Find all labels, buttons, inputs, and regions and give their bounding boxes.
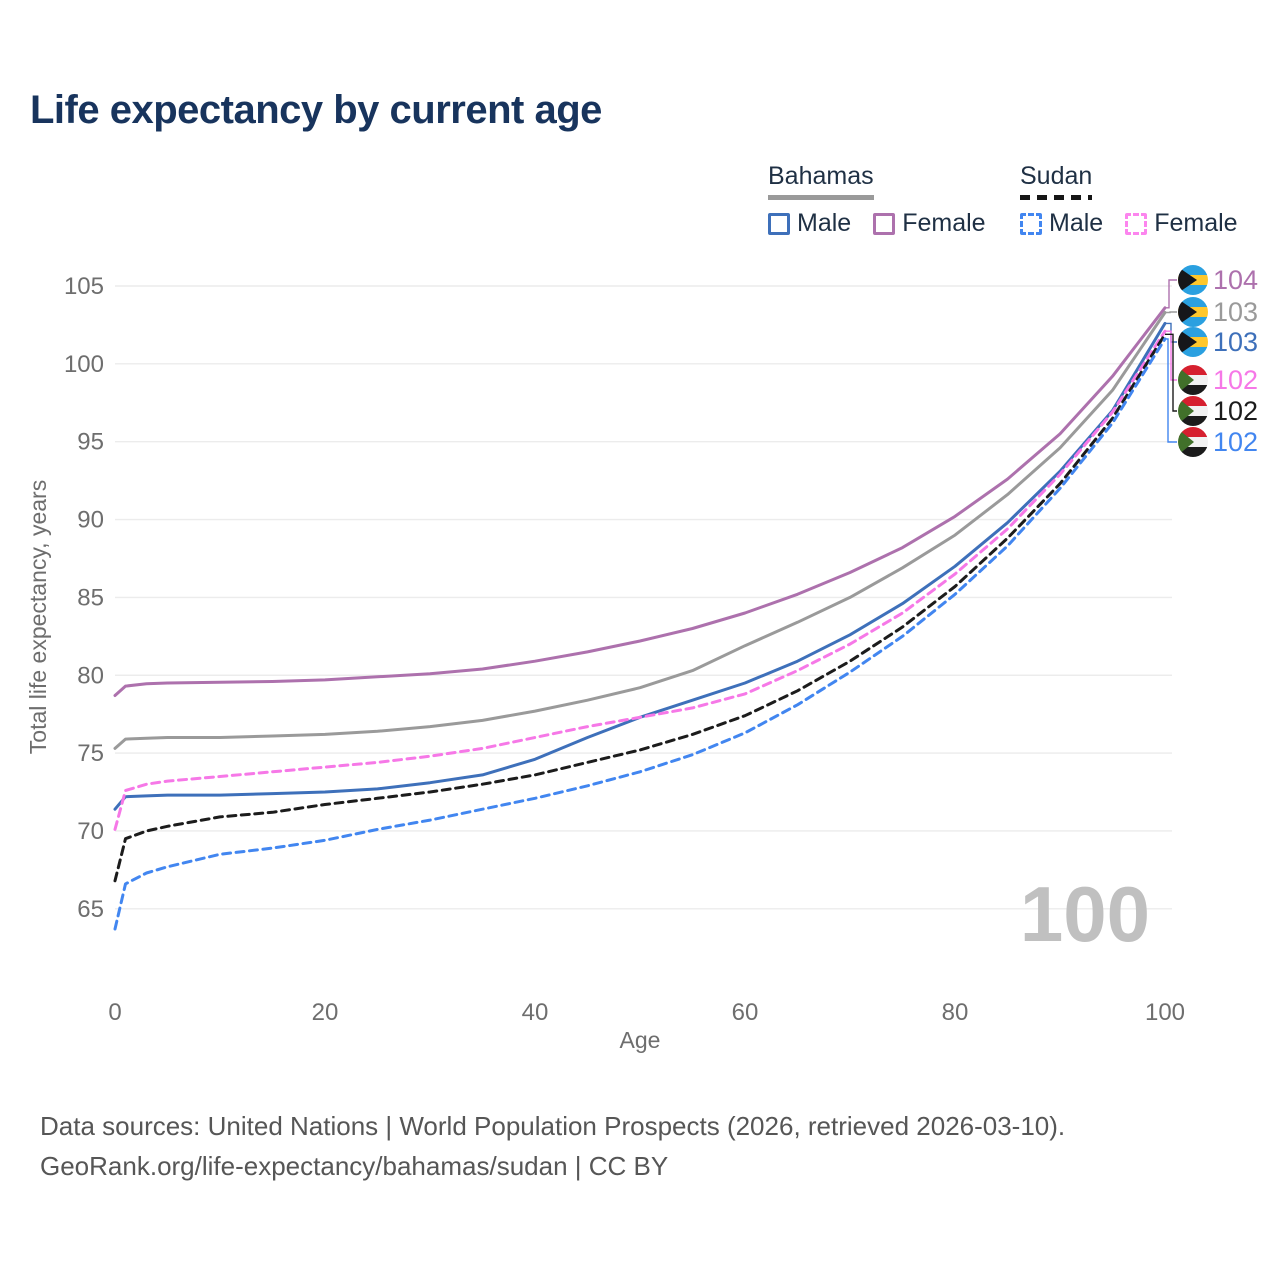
leader-line bbox=[1165, 333, 1177, 412]
leader-line bbox=[1165, 311, 1177, 314]
footer: Data sources: United Nations | World Pop… bbox=[40, 1106, 1065, 1186]
end-label-bahamas-female: 104 bbox=[1165, 265, 1258, 309]
y-tick-label-70: 70 bbox=[77, 818, 104, 845]
legend-group-sudan: Sudan Male Female bbox=[1020, 162, 1238, 238]
legend-item-bahamas-female[interactable]: Female bbox=[873, 209, 986, 238]
y-tick-label-85: 85 bbox=[77, 584, 104, 611]
x-axis-title: Age bbox=[620, 1027, 661, 1053]
legend-swatch-icon bbox=[768, 212, 790, 235]
leader-line bbox=[1165, 338, 1177, 443]
x-tick-label-60: 60 bbox=[732, 999, 759, 1026]
bahamas-flag-icon bbox=[1178, 265, 1208, 295]
legend-group-title: Sudan bbox=[1020, 162, 1093, 190]
x-tick-label-80: 80 bbox=[942, 999, 969, 1026]
legend-group-bahamas: Bahamas Male Female bbox=[768, 162, 986, 238]
legend-group-header: Sudan bbox=[1020, 162, 1093, 200]
y-tick-label-75: 75 bbox=[77, 740, 104, 767]
footer-attribution: GeoRank.org/life-expectancy/bahamas/suda… bbox=[40, 1151, 669, 1181]
end-label-value: 104 bbox=[1213, 265, 1258, 295]
y-tick-label-105: 105 bbox=[64, 273, 104, 300]
sudan-flag-icon bbox=[1178, 365, 1208, 395]
legend-group-title: Bahamas bbox=[768, 162, 874, 190]
y-tick-label-95: 95 bbox=[77, 429, 104, 456]
series-line-sudan-both-sexes[interactable] bbox=[113, 332, 1167, 883]
legend-item-sudan-female[interactable]: Female bbox=[1125, 209, 1238, 238]
sudan-flag-icon bbox=[1178, 427, 1208, 457]
legend-item-label: Male bbox=[797, 209, 852, 237]
series-line-sudan-female[interactable] bbox=[113, 329, 1167, 831]
end-label-value: 102 bbox=[1213, 365, 1258, 395]
watermark-100: 100 bbox=[1020, 870, 1150, 958]
x-axis-ticks: 0 20 40 60 80 100 bbox=[108, 999, 1185, 1026]
end-label-value: 102 bbox=[1213, 396, 1258, 426]
end-label-sudan-male: 102 bbox=[1165, 338, 1258, 457]
y-tick-label-80: 80 bbox=[77, 662, 104, 689]
series-line-bahamas-male[interactable] bbox=[113, 321, 1167, 811]
series-lines bbox=[113, 306, 1167, 931]
end-label-value: 103 bbox=[1213, 297, 1258, 327]
line-chart-canvas: 65 70 75 80 85 90 95 100 105 100 0 20 40 60 80 100 Ag… bbox=[25, 265, 1258, 1053]
end-label-sudan-female: 102 bbox=[1165, 330, 1258, 395]
legend-swatch-icon bbox=[1125, 212, 1148, 235]
series-line-bahamas-female[interactable] bbox=[113, 306, 1167, 697]
x-tick-label-20: 20 bbox=[312, 999, 339, 1026]
legend-dashed-line-sample bbox=[1020, 195, 1093, 200]
bahamas-flag-icon bbox=[1178, 297, 1208, 327]
legend-item-bahamas-male[interactable]: Male bbox=[768, 209, 851, 238]
series-line-bahamas-both-sexes[interactable] bbox=[113, 311, 1167, 750]
end-label-bahamas-both-sexes: 103 bbox=[1165, 297, 1258, 327]
end-label-value: 102 bbox=[1213, 427, 1258, 457]
gridlines: 65 70 75 80 85 90 95 100 105 bbox=[64, 273, 1172, 923]
y-tick-label-100: 100 bbox=[64, 351, 104, 378]
sudan-flag-icon bbox=[1178, 396, 1208, 426]
end-label-bahamas-male: 103 bbox=[1165, 322, 1258, 357]
legend-swatch-icon bbox=[1020, 212, 1042, 235]
legend-group-header: Bahamas bbox=[768, 162, 874, 200]
end-label-sudan-both-sexes: 102 bbox=[1165, 333, 1258, 426]
series-line-sudan-male[interactable] bbox=[113, 337, 1167, 931]
legend-swatch-icon bbox=[873, 212, 896, 235]
y-tick-label-90: 90 bbox=[77, 507, 104, 534]
x-tick-label-100: 100 bbox=[1145, 999, 1185, 1026]
legend-item-label: Female bbox=[1154, 209, 1238, 237]
leader-line bbox=[1165, 330, 1177, 381]
footer-sources: Data sources: United Nations | World Pop… bbox=[40, 1111, 1066, 1141]
legend-item-sudan-male[interactable]: Male bbox=[1020, 209, 1103, 238]
y-tick-label-65: 65 bbox=[77, 896, 104, 923]
x-tick-label-0: 0 bbox=[108, 999, 121, 1026]
leader-line bbox=[1165, 279, 1177, 309]
legend-item-label: Female bbox=[902, 209, 986, 237]
y-axis-title: Total life expectancy, years bbox=[25, 480, 51, 754]
x-tick-label-40: 40 bbox=[522, 999, 549, 1026]
page-title: Life expectancy by current age bbox=[30, 88, 602, 132]
bahamas-flag-icon bbox=[1178, 327, 1208, 357]
legend-solid-line-sample bbox=[768, 195, 874, 200]
legend-item-label: Male bbox=[1049, 209, 1104, 237]
end-label-value: 103 bbox=[1213, 327, 1258, 357]
